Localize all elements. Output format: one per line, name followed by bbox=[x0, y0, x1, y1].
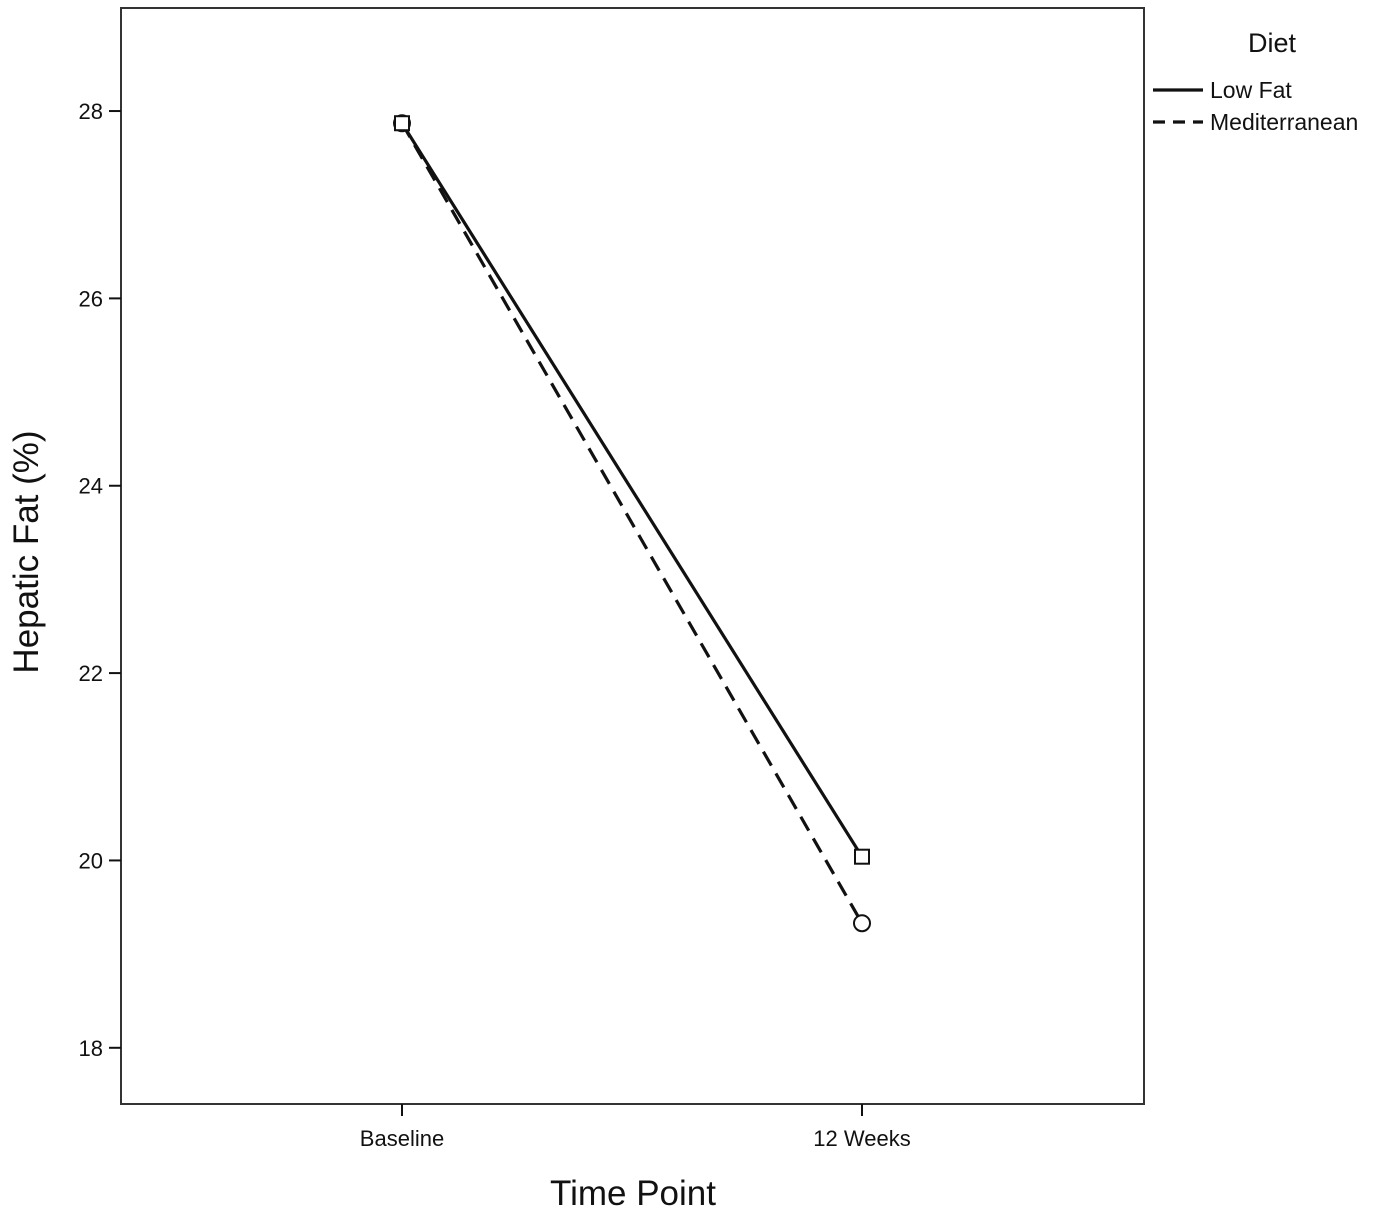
y-axis-title: Hepatic Fat (%) bbox=[7, 430, 46, 673]
y-tick-label: 26 bbox=[79, 286, 103, 311]
series-low-fat bbox=[394, 115, 870, 865]
legend-label: Mediterranean bbox=[1210, 109, 1358, 135]
y-tick-label: 18 bbox=[79, 1036, 103, 1061]
legend-label: Low Fat bbox=[1210, 77, 1292, 103]
x-tick-label: Baseline bbox=[360, 1126, 444, 1151]
y-tick-label: 28 bbox=[79, 99, 103, 124]
data-point-circle-marker bbox=[853, 914, 871, 933]
data-point-square-marker bbox=[394, 115, 410, 132]
series-layer bbox=[393, 114, 871, 933]
y-axis-ticks: 18 20 22 24 26 28 bbox=[79, 99, 121, 1061]
x-tick-label: 12 Weeks bbox=[813, 1126, 910, 1151]
data-point-square-marker bbox=[854, 848, 870, 865]
series-line bbox=[400, 122, 864, 925]
x-axis-ticks: Baseline 12 Weeks bbox=[360, 1104, 911, 1151]
plot-frame bbox=[120, 7, 1145, 1105]
y-tick-label: 22 bbox=[79, 661, 103, 686]
y-tick-label: 20 bbox=[79, 848, 103, 873]
legend-entries: Low Fat Mediterranean bbox=[1153, 77, 1358, 135]
y-tick-label: 24 bbox=[79, 474, 103, 499]
legend-title: Diet bbox=[1248, 28, 1297, 58]
x-axis-title: Time Point bbox=[550, 1174, 716, 1213]
legend: Diet Low Fat Mediterranean bbox=[1153, 28, 1358, 135]
series-line bbox=[400, 122, 864, 858]
